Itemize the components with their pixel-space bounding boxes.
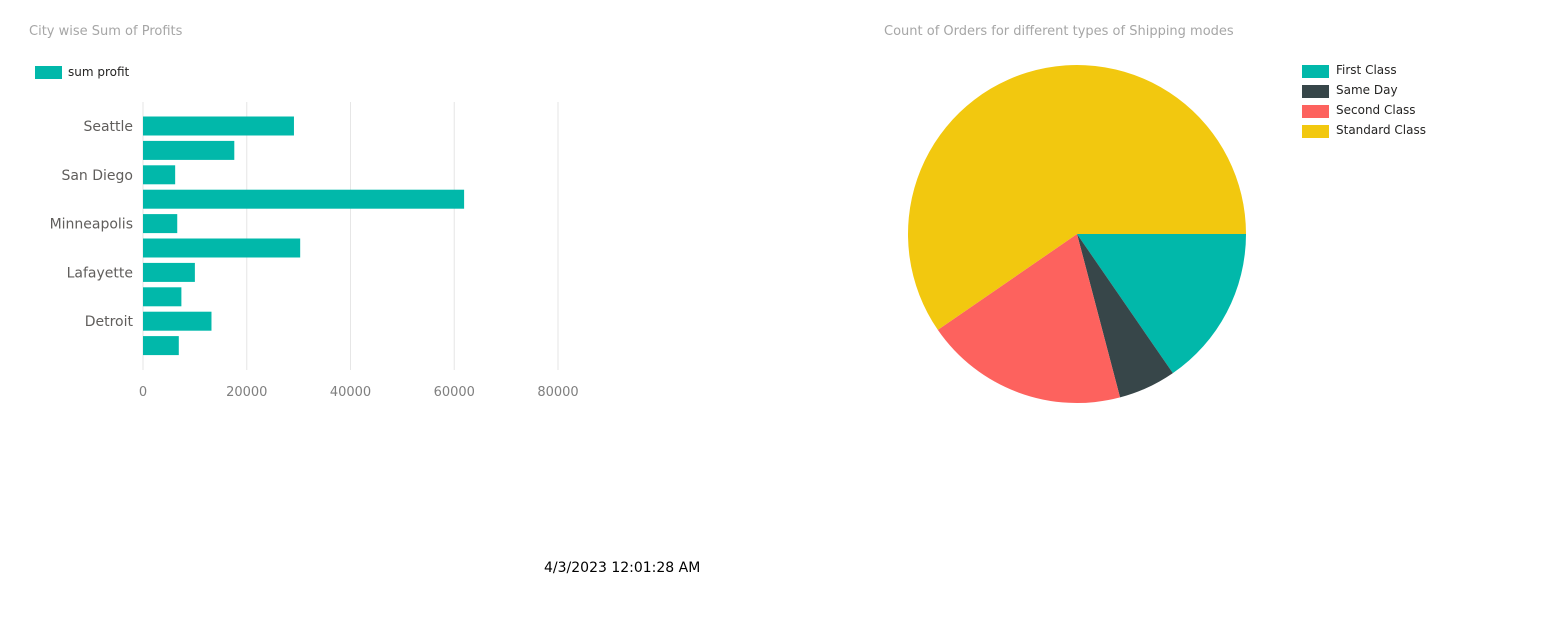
bar <box>143 116 294 136</box>
bar-chart-title: City wise Sum of Profits <box>29 24 183 39</box>
x-tick-label: 80000 <box>537 385 578 400</box>
bar <box>143 336 179 356</box>
pie-legend-swatch <box>1302 105 1329 118</box>
bar <box>143 287 182 307</box>
pie-slice <box>908 64 1246 330</box>
pie-slice <box>1077 234 1173 398</box>
bar-legend-label: sum profit <box>68 65 130 79</box>
y-category-label: Lafayette <box>67 265 133 281</box>
x-tick-label: 40000 <box>330 385 371 400</box>
pie-slice <box>1077 234 1246 374</box>
pie-legend-swatch <box>1302 65 1329 78</box>
pie-slice <box>937 234 1121 403</box>
x-tick-label: 0 <box>139 385 147 400</box>
y-category-label: Seattle <box>83 119 133 135</box>
x-tick-label: 60000 <box>434 385 475 400</box>
pie-legend-swatch <box>1302 85 1329 98</box>
pie-chart-title: Count of Orders for different types of S… <box>884 24 1234 39</box>
bar <box>143 165 176 185</box>
pie-legend-label: Same Day <box>1336 83 1398 97</box>
bar <box>143 311 212 331</box>
timestamp: 4/3/2023 12:01:28 AM <box>544 560 701 576</box>
x-tick-label: 20000 <box>226 385 267 400</box>
bar <box>143 189 465 209</box>
bar <box>143 140 235 160</box>
pie-legend-label: First Class <box>1336 63 1397 77</box>
bar <box>143 214 178 234</box>
pie-legend-label: Second Class <box>1336 103 1416 117</box>
y-category-label: San Diego <box>61 168 133 184</box>
pie-legend-label: Standard Class <box>1336 123 1426 137</box>
bar <box>143 238 301 258</box>
pie-legend-swatch <box>1302 125 1329 138</box>
y-category-label: Minneapolis <box>50 217 133 233</box>
bar-legend-swatch <box>35 66 62 79</box>
bar <box>143 262 195 282</box>
y-category-label: Detroit <box>85 314 134 330</box>
